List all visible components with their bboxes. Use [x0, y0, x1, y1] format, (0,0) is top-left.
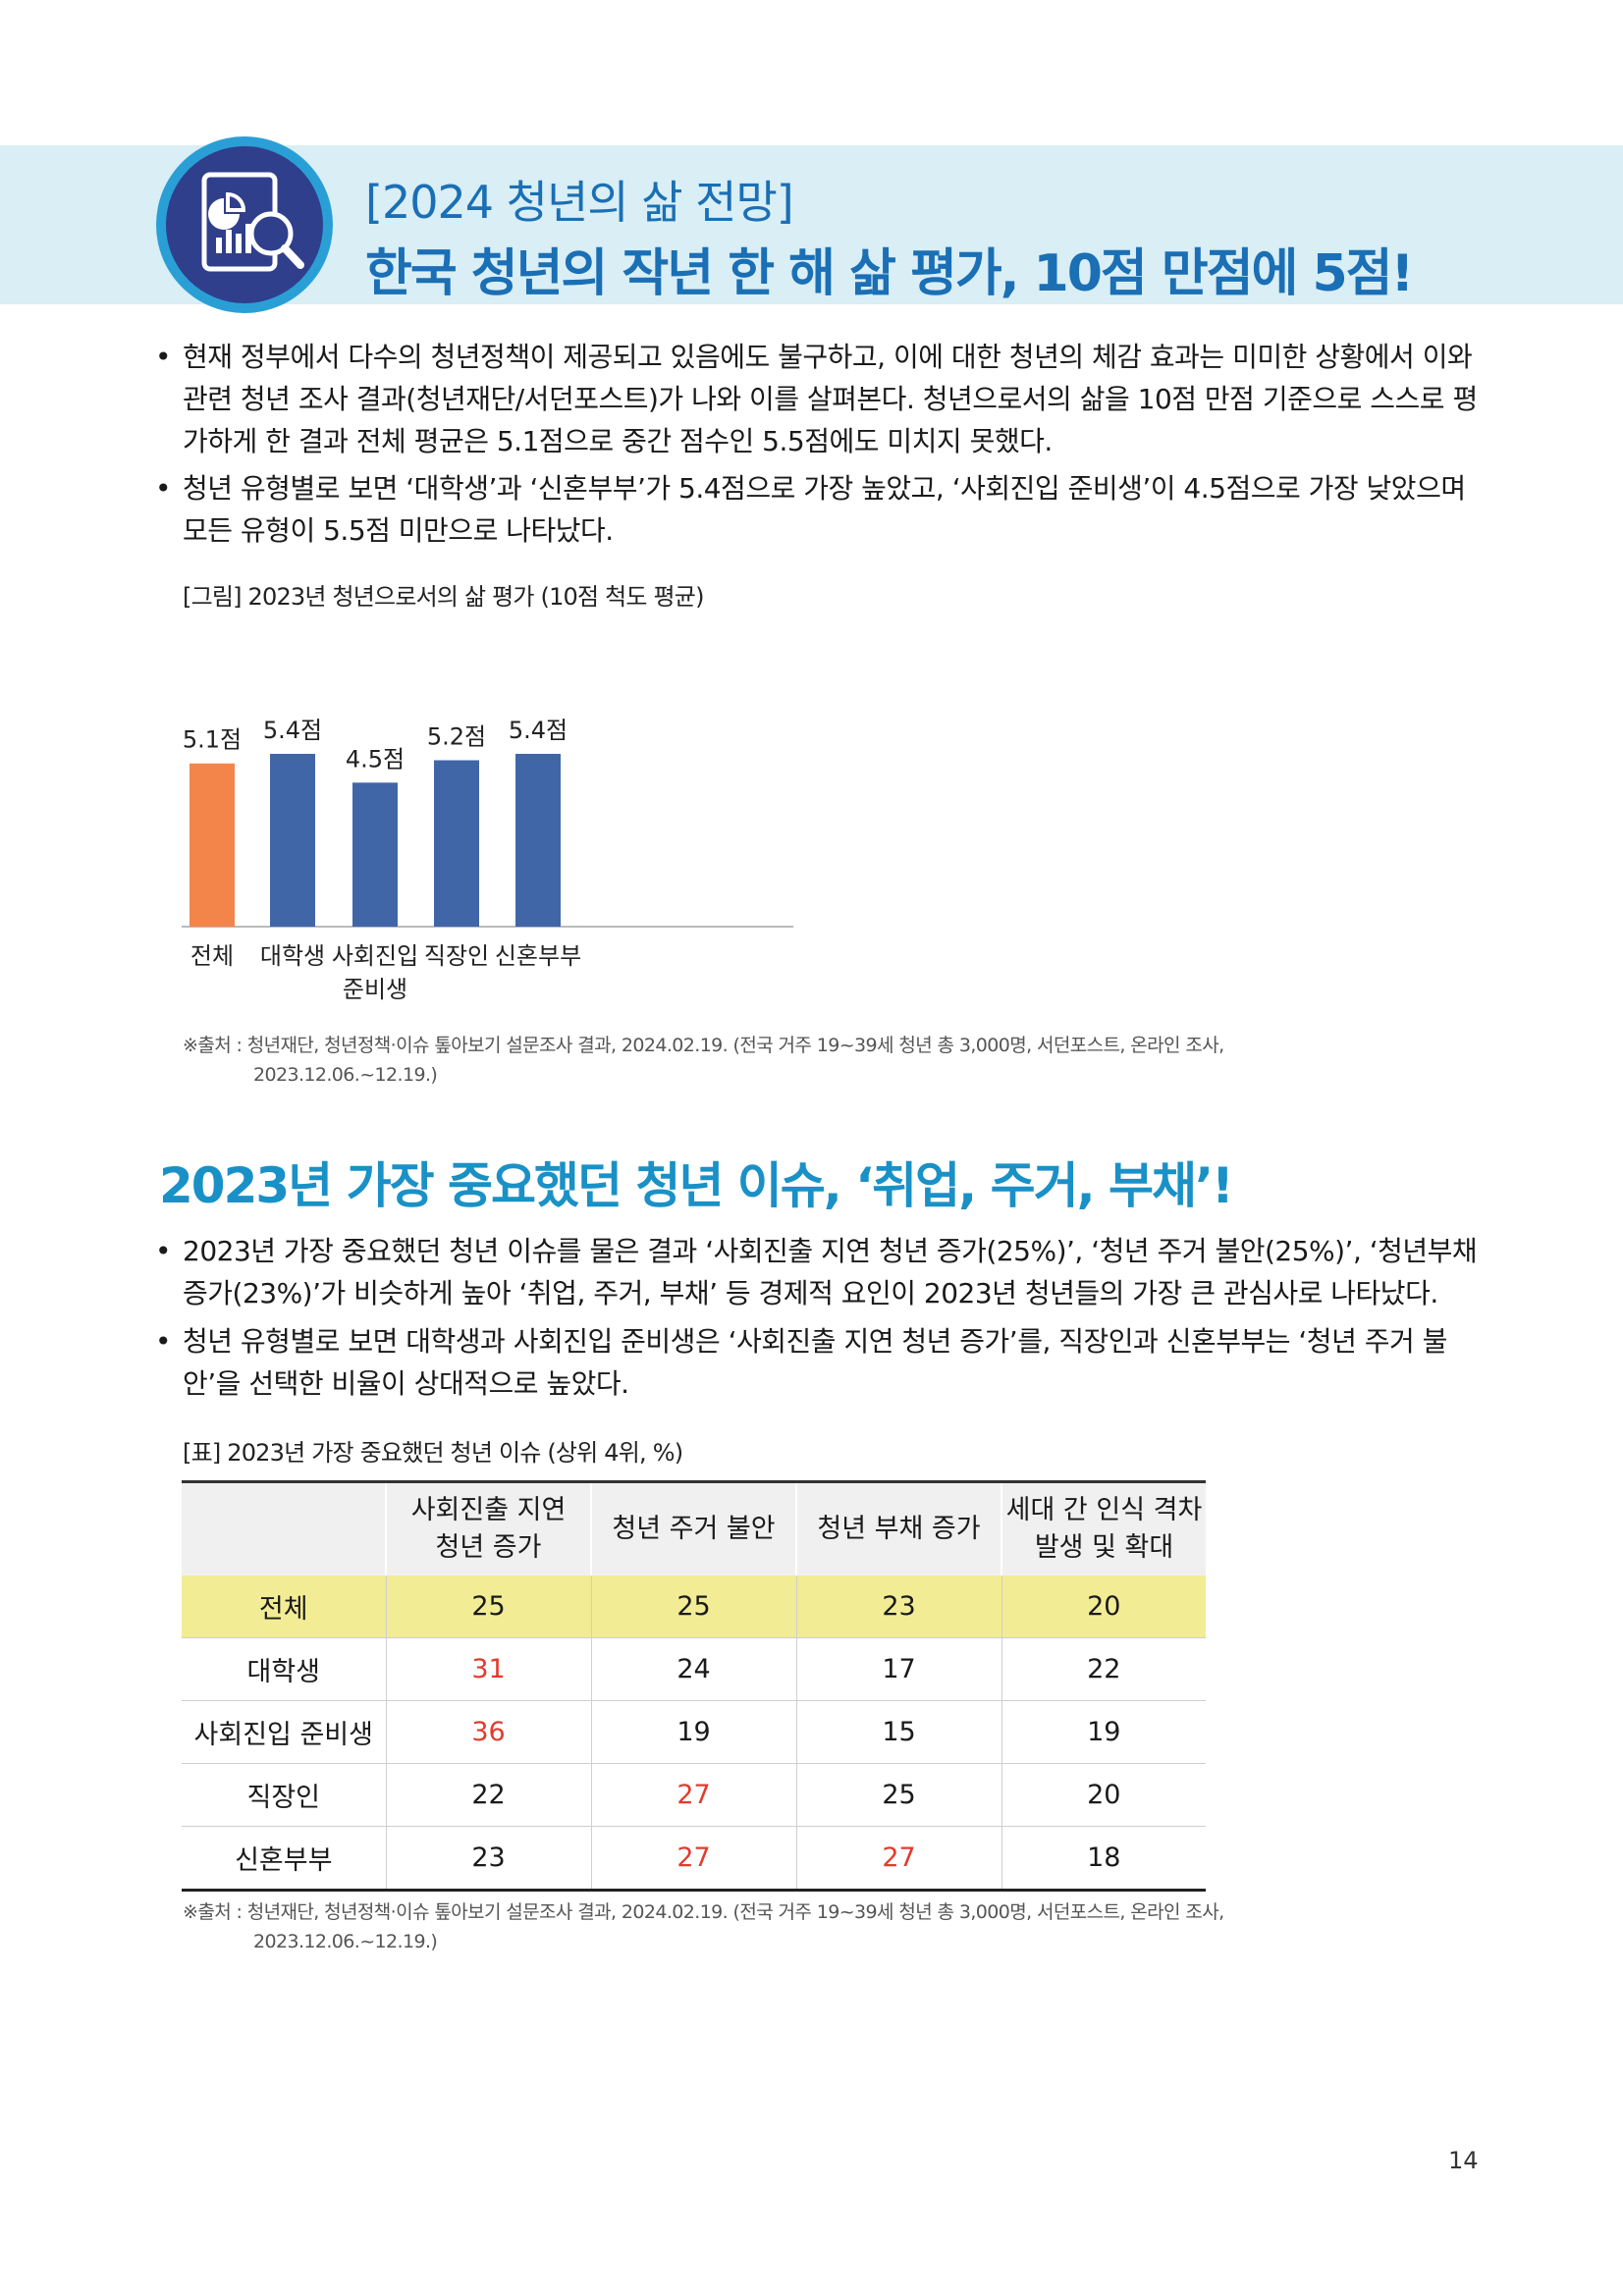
table-row: 사회진입 준비생 36 19 15 19	[182, 1700, 1206, 1764]
table-caption: [표] 2023년 가장 중요했던 청년 이슈 (상위 4위, %)	[183, 1439, 683, 1467]
bar-value-label: 5.4점	[263, 717, 322, 744]
header-l1: 사회진출 지연	[410, 1495, 567, 1525]
category-label: 신혼부부	[495, 942, 581, 970]
table-row: 신혼부부 23 27 27 18	[182, 1826, 1206, 1892]
bar	[270, 753, 315, 927]
table-header-corner	[182, 1480, 386, 1575]
category-label: 대학생	[260, 942, 325, 970]
bar	[189, 763, 235, 927]
source-text-2: 2023.12.06.~12.19.)	[253, 1931, 438, 1952]
table-source: ※출처 : 청년재단, 청년정책·이슈 톺아보기 설문조사 결과, 2024.0…	[183, 1897, 1361, 1956]
bullet-item: 청년 유형별로 보면 ‘대학생’과 ‘신혼부부’가 5.4점으로 가장 높았고,…	[147, 467, 1483, 552]
table-cell: 17	[795, 1637, 1001, 1701]
table-cell: 25	[385, 1575, 591, 1638]
bar	[515, 753, 561, 927]
table-cell: 31	[385, 1637, 591, 1701]
table-cell: 27	[590, 1826, 796, 1892]
header-l1: 세대 간 인식 격차	[1005, 1495, 1203, 1525]
header-l2: 청년 증가	[435, 1532, 542, 1563]
table-cell: 20	[1001, 1575, 1206, 1638]
category-label: 준비생	[343, 976, 407, 1003]
table-header-cell: 청년 부채 증가	[795, 1480, 1001, 1575]
section-title: 2023년 가장 중요했던 청년 이슈, ‘취업, 주거, 부채’!	[159, 1157, 1234, 1214]
section-label: [2024 청년의 삶 전망]	[365, 176, 794, 229]
category-label: 전체	[190, 942, 234, 970]
table-cell: 27	[590, 1763, 796, 1827]
bullet-item: 2023년 가장 중요했던 청년 이슈를 물은 결과 ‘사회진출 지연 청년 증…	[147, 1230, 1483, 1314]
table-cell: 25	[590, 1575, 796, 1638]
bar-value-label: 5.2점	[427, 722, 486, 750]
intro-bullets: 현재 정부에서 다수의 청년정책이 제공되고 있음에도 불구하고, 이에 대한 …	[147, 336, 1483, 552]
table-row: 대학생 31 24 17 22	[182, 1637, 1206, 1701]
table-cell: 19	[1001, 1700, 1206, 1764]
bar-value-label: 4.5점	[346, 745, 405, 773]
header-l2: 발생 및 확대	[1034, 1532, 1174, 1563]
table-row: 전체 25 25 23 20	[182, 1575, 1206, 1638]
report-magnifier-icon	[156, 136, 333, 313]
chart-source: ※출처 : 청년재단, 청년정책·이슈 톺아보기 설문조사 결과, 2024.0…	[183, 1031, 1361, 1090]
source-text: ※출처 : 청년재단, 청년정책·이슈 톺아보기 설문조사 결과, 2024.0…	[183, 1035, 1224, 1056]
row-label: 대학생	[182, 1637, 386, 1701]
table-cell: 27	[795, 1826, 1001, 1892]
category-label: 사회진입	[332, 942, 418, 970]
issue-bullets: 2023년 가장 중요했던 청년 이슈를 물은 결과 ‘사회진출 지연 청년 증…	[147, 1230, 1483, 1405]
table-header-cell: 청년 주거 불안	[590, 1480, 796, 1575]
bar	[434, 760, 479, 927]
table-row: 직장인 22 27 25 20	[182, 1763, 1206, 1827]
row-label: 신혼부부	[182, 1826, 386, 1892]
bar	[352, 782, 398, 927]
table-cell: 23	[795, 1575, 1001, 1638]
figure-caption: [그림] 2023년 청년으로서의 삶 평가 (10점 척도 평균)	[183, 583, 704, 611]
table-cell: 19	[590, 1700, 796, 1764]
row-label: 직장인	[182, 1763, 386, 1827]
table-cell: 18	[1001, 1826, 1206, 1892]
table-cell: 20	[1001, 1763, 1206, 1827]
source-text: ※출처 : 청년재단, 청년정책·이슈 톺아보기 설문조사 결과, 2024.0…	[183, 1901, 1224, 1923]
bar-value-label: 5.4점	[509, 717, 568, 744]
bar-value-label: 5.1점	[183, 726, 242, 754]
table-cell: 25	[795, 1763, 1001, 1827]
table-cell: 22	[1001, 1637, 1206, 1701]
table-cell: 15	[795, 1700, 1001, 1764]
table-cell: 23	[385, 1826, 591, 1892]
table-cell: 22	[385, 1763, 591, 1827]
source-text-2: 2023.12.06.~12.19.)	[253, 1064, 438, 1086]
page-title: 한국 청년의 작년 한 해 삶 평가, 10점 만점에 5점!	[365, 244, 1414, 303]
bullet-item: 청년 유형별로 보면 대학생과 사회진입 준비생은 ‘사회진출 지연 청년 증가…	[147, 1320, 1483, 1405]
category-label: 직장인	[424, 942, 489, 970]
table-cell: 36	[385, 1700, 591, 1764]
row-label: 전체	[182, 1575, 386, 1638]
table-cell: 24	[590, 1637, 796, 1701]
row-label: 사회진입 준비생	[182, 1700, 386, 1764]
page-number: 14	[1448, 2147, 1479, 2174]
bullet-item: 현재 정부에서 다수의 청년정책이 제공되고 있음에도 불구하고, 이에 대한 …	[147, 336, 1483, 462]
